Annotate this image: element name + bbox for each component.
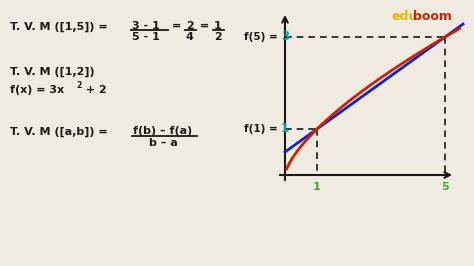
Text: b – a: b – a xyxy=(149,138,178,148)
Text: 3 - 1: 3 - 1 xyxy=(132,21,160,31)
Text: 2: 2 xyxy=(214,32,222,42)
Text: f(b) – f(a): f(b) – f(a) xyxy=(133,126,192,136)
Text: 1: 1 xyxy=(281,123,289,135)
Text: edu: edu xyxy=(392,10,418,23)
Text: 2: 2 xyxy=(76,81,81,90)
Text: T. V. M ([1,2]): T. V. M ([1,2]) xyxy=(10,67,95,77)
Text: T. V. M ([1,5]) =: T. V. M ([1,5]) = xyxy=(10,22,108,32)
Text: boom: boom xyxy=(413,10,452,23)
Text: f(5) =: f(5) = xyxy=(244,32,281,42)
Text: 2: 2 xyxy=(186,21,194,31)
Text: =: = xyxy=(200,21,209,31)
Text: 5 - 1: 5 - 1 xyxy=(132,32,160,42)
Text: 3: 3 xyxy=(281,31,289,44)
Text: 4: 4 xyxy=(186,32,194,42)
Text: 1: 1 xyxy=(214,21,222,31)
Text: + 2: + 2 xyxy=(82,85,107,95)
Text: f(x) = 3x: f(x) = 3x xyxy=(10,85,64,95)
Text: 5: 5 xyxy=(441,182,449,192)
Text: =: = xyxy=(172,21,181,31)
Text: T. V. M ([a,b]) =: T. V. M ([a,b]) = xyxy=(10,127,108,137)
Text: f(1) =: f(1) = xyxy=(244,124,281,134)
Text: 1: 1 xyxy=(313,182,321,192)
